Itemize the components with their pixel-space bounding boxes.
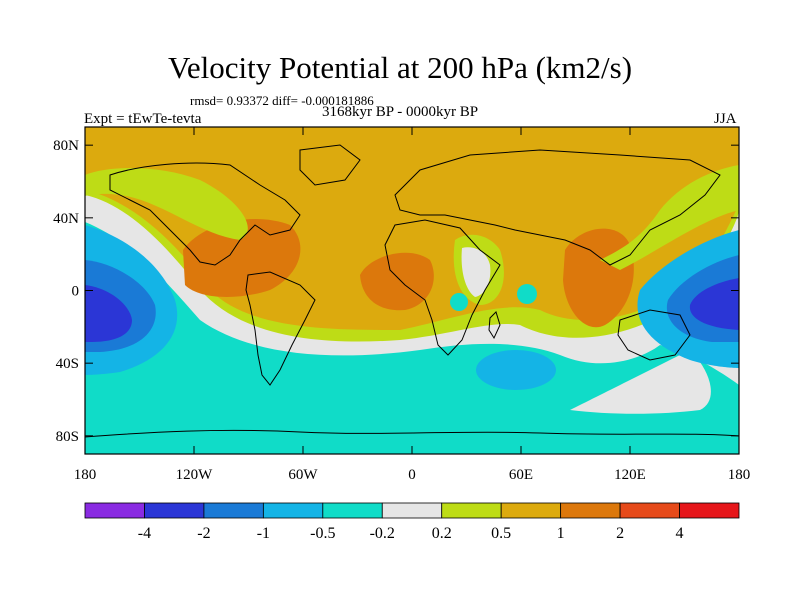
colorbar-label: 0.5 <box>491 525 511 542</box>
colorbar-label: 4 <box>676 525 684 542</box>
chart-title: Velocity Potential at 200 hPa (km2/s) <box>167 50 633 85</box>
colorbar-label: -1 <box>257 525 270 542</box>
grey-south-australia <box>570 350 711 414</box>
colorbar-label: 2 <box>616 525 624 542</box>
period-label: 3168kyr BP - 0000kyr BP <box>322 104 479 120</box>
axes: 180 120W 60W 0 60E 120E 180 80N 40N 0 40S 80S <box>53 127 750 483</box>
y-tick-label: 80N <box>53 138 79 154</box>
colorbar-swatch <box>441 502 502 519</box>
y-tick-label: 80S <box>56 429 79 445</box>
season-label: JJA <box>714 111 737 127</box>
y-tick-label: 0 <box>72 284 80 300</box>
coast-madagascar <box>488 311 501 340</box>
coast-eurasia <box>394 149 721 266</box>
tongue-east-africa-grey <box>461 247 491 297</box>
colorbar-swatch <box>322 502 383 519</box>
coast-south-america <box>245 271 316 386</box>
arc-north-green-west <box>85 168 248 240</box>
arc-north-green-east <box>600 165 739 270</box>
lobe-east-dark <box>689 278 739 330</box>
lobe-west-dark <box>85 285 132 342</box>
colorbar-label: 1 <box>557 525 565 542</box>
coast-australia <box>617 309 691 361</box>
colorbar-swatch <box>560 502 621 519</box>
coast-north-america <box>109 162 301 266</box>
band-cyan-south <box>85 222 739 454</box>
colorbar: -4 -2 -1 -0.5 -0.2 0.2 0.5 1 2 4 <box>84 502 740 542</box>
blob-cyan-1 <box>450 293 468 311</box>
y-tick-label: 40N <box>53 211 79 227</box>
y-tick-label: 40S <box>56 356 79 372</box>
colorbar-swatch <box>619 502 680 519</box>
coast-antarctica <box>85 429 739 438</box>
colorbar-swatch <box>500 502 562 519</box>
colorbar-label: -4 <box>138 525 151 542</box>
colorbar-swatch <box>84 502 145 519</box>
colorbar-label: 0.2 <box>432 525 452 542</box>
x-tick-label: 60W <box>288 467 318 483</box>
coast-africa <box>384 219 501 356</box>
x-tick-label: 120W <box>176 467 214 483</box>
colorbar-label: -0.2 <box>370 525 395 542</box>
stats-line: rmsd= 0.93372 diff= -0.000181886 <box>190 93 374 108</box>
colorbar-swatch <box>381 502 443 519</box>
colorbar-swatch <box>262 502 324 519</box>
x-tick-label: 0 <box>408 467 416 483</box>
cell-americas-mid <box>183 219 301 297</box>
x-tick-label: 180 <box>728 467 751 483</box>
coastlines <box>85 144 739 438</box>
blob-south-indian <box>476 350 556 390</box>
map-frame <box>84 126 740 455</box>
experiment-label: Expt = tEwTe-tevta <box>84 111 202 127</box>
x-tick-label: 120E <box>614 467 646 483</box>
colorbar-swatch <box>203 502 264 519</box>
colorbar-label: -2 <box>197 525 210 542</box>
x-tick-label: 60E <box>509 467 533 483</box>
colorbar-swatch <box>144 502 205 519</box>
colorbar-swatch <box>679 502 740 519</box>
x-tick-label: 180 <box>74 467 97 483</box>
blob-cyan-2 <box>517 284 537 304</box>
colorbar-label: -0.5 <box>310 525 335 542</box>
cell-africa-mid <box>360 252 434 311</box>
coast-greenland <box>299 144 361 186</box>
